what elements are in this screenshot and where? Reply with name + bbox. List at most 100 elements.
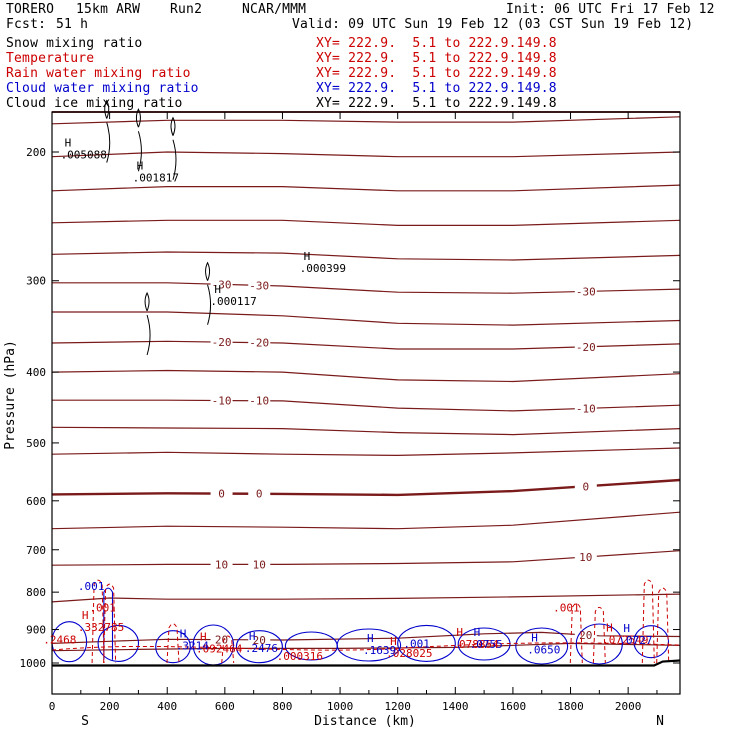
cloud-water-contour [155, 630, 191, 664]
snow-ice-contour [205, 261, 212, 325]
isotherm-label: 20 [579, 629, 592, 642]
annotations: H.005088H.001817H.000117H.000399H.000023… [43, 0, 652, 663]
plot-frame: 0 200 400 600 800 1000 1200 1400 1600 1800 2000200… [20, 111, 681, 713]
max-value-label: .001 [553, 602, 580, 615]
rain-contour [103, 583, 117, 664]
x-tick-label: 2000 [615, 700, 642, 713]
cloud-water-contour [97, 624, 140, 662]
x-tick-label: 1800 [557, 700, 584, 713]
isotherm-line [52, 282, 681, 294]
isotherm-label-bg [248, 633, 271, 645]
max-marker: H [214, 283, 221, 296]
isotherm-label: -30 [576, 285, 596, 298]
isotherm-line [51, 478, 681, 497]
rain-contour [91, 579, 105, 664]
fcst-label: Fcst: [6, 17, 47, 32]
isotherm-label-bg [574, 550, 597, 562]
field-rain-name: Rain water mixing ratio [6, 66, 191, 81]
max-value-label: .072549 [602, 634, 648, 647]
isotherm-label: -10 [249, 395, 269, 408]
isotherm-label-bg [574, 285, 597, 297]
y-tick-label: 400 [26, 366, 46, 379]
isotherm-line [51, 642, 681, 652]
isotherm-label: 10 [215, 558, 228, 571]
max-value-label: .000399 [300, 262, 346, 275]
max-value-label: .001 [78, 580, 105, 593]
isotherm-label: 0 [256, 488, 263, 501]
isotherm-label-bg [210, 633, 233, 645]
y-tick-label: 1000 [20, 657, 47, 670]
isotherm-line [52, 311, 681, 326]
max-marker: H [390, 635, 397, 648]
org-label: NCAR/MMM [242, 2, 307, 17]
x-tick-label: 1000 [327, 700, 354, 713]
isotherm-label-bg [248, 336, 271, 348]
snow-ice-contour [144, 291, 151, 356]
max-marker: H [474, 626, 481, 639]
max-marker: H [137, 159, 144, 172]
isotherm-line [51, 511, 681, 530]
rain-contour [641, 579, 655, 664]
rain-contour [221, 635, 235, 664]
terrain [52, 659, 681, 667]
max-marker: H [82, 609, 89, 622]
isotherm-line [51, 184, 681, 192]
isotherm-label: -20 [212, 336, 232, 349]
y-tick-label: 900 [26, 624, 46, 637]
endpoint-right: N [656, 714, 664, 729]
max-marker: H [65, 137, 72, 150]
max-value-label: .332785 [78, 621, 124, 634]
field-temperature-name: Temperature [6, 51, 95, 66]
field-cloud-ice-xy: XY= 222.9. 5.1 to 222.9.149.8 [316, 96, 557, 111]
isotherm-label-bg [210, 336, 233, 348]
isotherm-label-bg [210, 487, 233, 499]
y-tick-label: 300 [26, 275, 46, 288]
field-temperature-xy: XY= 222.9. 5.1 to 222.9.149.8 [316, 51, 557, 66]
isotherm-label: 10 [253, 558, 266, 571]
run-label: Run2 [170, 2, 203, 17]
max-value-label: .0755 [470, 638, 503, 651]
init-label: Init: 06 UTC Fri 17 Feb 12 [506, 2, 715, 17]
max-value-label: .001 [89, 602, 116, 615]
snow-ice-contour [170, 116, 177, 180]
fcst-value: 51 h [56, 17, 89, 32]
isotherm-line [51, 369, 681, 383]
isotherm-label-bg [210, 558, 233, 570]
valid-label: Valid: 09 UTC Sun 19 Feb 12 (03 CST Sun … [292, 17, 694, 32]
y-tick-label: 500 [26, 437, 46, 450]
y-tick-label: 700 [26, 544, 46, 557]
max-marker: H [304, 250, 311, 263]
y-tick-label: 200 [26, 146, 46, 159]
isotherm-label: -10 [576, 402, 596, 415]
isotherm-label-bg [210, 278, 233, 290]
cloud-water-contour [397, 624, 456, 662]
field-snow-name: Snow mixing ratio [6, 36, 143, 51]
isotherm-label-bg [248, 487, 271, 499]
isotherm-label: 20 [253, 634, 266, 647]
max-value-label: .2468 [43, 634, 76, 647]
max-marker: H [180, 627, 187, 640]
max-marker: H [456, 626, 463, 639]
cloud-water-tower [103, 587, 114, 660]
max-value-label: .001 [403, 637, 430, 650]
snow-ice-contour [135, 108, 142, 172]
max-value-label: .092464 [196, 643, 243, 656]
x-tick-label: 600 [215, 700, 235, 713]
isotherm-line [52, 399, 681, 412]
model-label: TORERO [6, 2, 55, 17]
field-cloud-water-xy: XY= 222.9. 5.1 to 222.9.149.8 [316, 81, 557, 96]
max-value-label: .078854 [452, 638, 499, 651]
y-axis-label: Pressure (hPa) [3, 340, 18, 450]
isotherm-label: -30 [249, 279, 269, 292]
isotherm-label-bg [574, 629, 597, 641]
isotherm-label-bg [248, 279, 271, 291]
max-value-label: .001817 [133, 171, 179, 184]
y-tick-label: 600 [26, 495, 46, 508]
isotherm-label: -10 [212, 395, 232, 408]
moisture-features [51, 99, 681, 666]
max-value-label: .000316 [277, 650, 323, 663]
rain-contour [166, 623, 180, 664]
x-tick-label: 1200 [384, 700, 411, 713]
rain-contour [656, 587, 670, 664]
